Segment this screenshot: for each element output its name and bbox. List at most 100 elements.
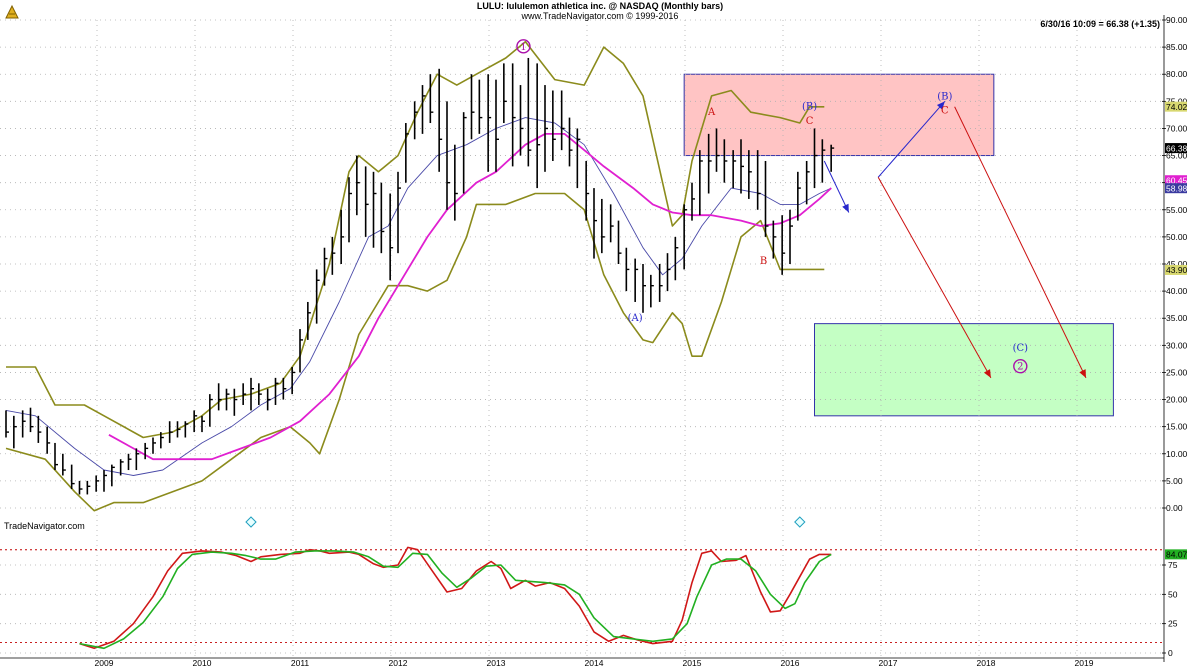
wave-label: (B) bbox=[802, 101, 817, 112]
cycle-marker-icon bbox=[245, 516, 257, 528]
price-bar bbox=[805, 160, 810, 205]
value-label: 66.38 bbox=[1165, 143, 1188, 153]
price-bar bbox=[62, 453, 66, 476]
price-bar bbox=[21, 410, 26, 438]
price-bar bbox=[380, 182, 385, 254]
price-bar bbox=[821, 139, 826, 183]
wave-label-text: (B) bbox=[802, 101, 817, 112]
price-bar bbox=[160, 432, 164, 449]
last-price-readout: 6/30/16 10:09 = 66.38 (+1.35) bbox=[1040, 19, 1160, 29]
price-bar bbox=[348, 177, 352, 243]
price-bar bbox=[291, 367, 296, 395]
wave-label: 1 bbox=[516, 39, 531, 54]
value-label-box bbox=[1165, 264, 1187, 275]
price-bar bbox=[756, 150, 761, 210]
projection-arrow bbox=[954, 106, 1087, 379]
price-bar bbox=[144, 442, 149, 460]
trade-navigator-logo-icon bbox=[5, 4, 19, 19]
price-bar bbox=[666, 253, 671, 292]
wave-label: A bbox=[707, 107, 716, 118]
price-axis-label: 70.00 bbox=[1166, 123, 1188, 133]
price-bar bbox=[323, 247, 328, 286]
price-bar bbox=[674, 236, 679, 281]
price-bar bbox=[650, 274, 654, 308]
price-axis-label: 90.00 bbox=[1166, 15, 1188, 25]
copyright-text: www.TradeNavigator.com © 1999-2016 bbox=[521, 11, 679, 21]
price-bar bbox=[127, 453, 132, 471]
price-bar bbox=[487, 74, 492, 172]
price-bar bbox=[527, 57, 532, 167]
price-bar bbox=[103, 470, 107, 492]
wave-label: C bbox=[806, 116, 814, 127]
bollinger-lower-line bbox=[5, 192, 825, 512]
price-bar bbox=[168, 421, 173, 443]
chart-title: LULU: lululemon athletica inc. @ NASDAQ … bbox=[476, 1, 724, 11]
price-bar bbox=[748, 150, 752, 199]
price-bar bbox=[201, 415, 205, 433]
stochastic-grid bbox=[0, 564, 1162, 654]
wave-label: (C) bbox=[1013, 343, 1029, 354]
price-axis-label: 10.00 bbox=[1166, 449, 1188, 459]
price-bar bbox=[536, 63, 541, 189]
arrow-shaft bbox=[877, 176, 992, 379]
price-bar bbox=[86, 480, 91, 495]
price-bar bbox=[389, 193, 394, 281]
price-bar bbox=[340, 209, 345, 264]
price-bar bbox=[193, 410, 198, 433]
time-axis-label: 2011 bbox=[291, 658, 310, 668]
target-zones bbox=[683, 73, 1114, 417]
price-bar bbox=[282, 377, 287, 400]
price-axis-label: 5.00 bbox=[1166, 476, 1183, 486]
price-bar bbox=[242, 383, 247, 405]
stochastic-value-label: 84.07 bbox=[1165, 549, 1188, 560]
value-label-text: 43.90 bbox=[1166, 265, 1188, 275]
price-bar bbox=[830, 144, 835, 172]
price-bar bbox=[250, 377, 254, 411]
price-bar bbox=[813, 128, 818, 189]
time-axis: 2009 2010 2011 2012 2013 2014 2015 2016 2017 2018… bbox=[0, 657, 1164, 668]
price-bar bbox=[438, 68, 443, 172]
wave-label: C bbox=[941, 105, 949, 116]
price-bar bbox=[46, 426, 51, 454]
price-axis-label: 50.00 bbox=[1166, 232, 1188, 242]
price-bar bbox=[209, 394, 213, 427]
wave-label: 2 bbox=[1013, 359, 1028, 374]
price-axis-label: 55.00 bbox=[1166, 205, 1188, 215]
price-bar bbox=[732, 150, 737, 189]
price-bar bbox=[764, 160, 769, 237]
price-bar bbox=[715, 128, 720, 172]
value-label: 74.02 bbox=[1165, 101, 1188, 112]
value-label: 58.98 bbox=[1165, 183, 1188, 193]
price-bar bbox=[152, 437, 156, 454]
price-axis-label: 15.00 bbox=[1166, 422, 1188, 432]
price-bar bbox=[519, 85, 524, 156]
price-bar bbox=[315, 269, 320, 324]
price-bar bbox=[601, 198, 605, 254]
price-bar bbox=[299, 329, 303, 373]
price-bar bbox=[307, 301, 311, 340]
price-axis-label: 30.00 bbox=[1166, 340, 1188, 350]
value-label: 43.90 bbox=[1165, 264, 1188, 275]
price-axis-label: 20.00 bbox=[1166, 395, 1188, 405]
wave-label-text: B bbox=[760, 256, 767, 267]
time-axis-label: 2013 bbox=[487, 658, 506, 668]
stochastic-lines bbox=[79, 546, 832, 650]
projection-arrow bbox=[823, 160, 850, 213]
price-bar bbox=[274, 377, 279, 405]
time-axis-label: 2015 bbox=[683, 658, 702, 668]
value-label-box bbox=[1165, 175, 1187, 186]
projection-arrows bbox=[823, 101, 1087, 379]
price-bar bbox=[184, 421, 189, 438]
price-bar bbox=[544, 85, 548, 172]
cycle-marker-diamond bbox=[245, 516, 257, 528]
stochastic-axis-label: 25 bbox=[1168, 619, 1178, 629]
wave-label-text: 1 bbox=[520, 42, 526, 53]
cycle-marker-icon bbox=[794, 516, 806, 528]
price-bar bbox=[13, 415, 17, 449]
price-bar bbox=[258, 383, 262, 405]
price-bar bbox=[617, 220, 622, 264]
price-axis-label: 85.00 bbox=[1166, 42, 1188, 52]
price-bar bbox=[111, 464, 115, 487]
